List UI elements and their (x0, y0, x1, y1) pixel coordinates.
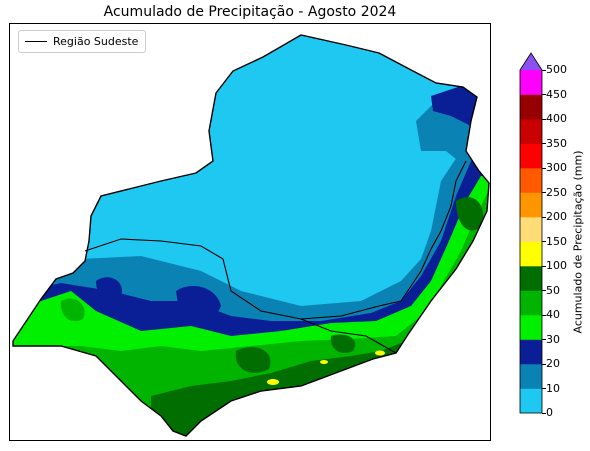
colorbar-tick-mark (542, 388, 546, 389)
colorbar-bin-0-10 (520, 388, 542, 414)
colorbar-tick-mark (542, 167, 546, 169)
spot-100-150mm-1 (267, 379, 279, 385)
colorbar-tick-mark (542, 265, 546, 267)
colorbar-bin-100-150 (520, 241, 542, 267)
colorbar-tick-mark (542, 216, 546, 218)
colorbar-bin-300-350 (520, 143, 542, 169)
colorbar-tick-label: 500 (546, 63, 567, 76)
colorbar-tick-label: 0 (546, 406, 553, 419)
colorbar-bin-350-400 (520, 119, 542, 144)
state-border-sp-mg (84, 238, 402, 320)
colorbar-tick-mark (542, 241, 546, 242)
blob-50-100mm-2 (235, 347, 271, 373)
colorbar (519, 52, 543, 414)
colorbar-tick-label: 400 (546, 112, 567, 125)
colorbar-bin-50-100 (520, 266, 542, 291)
blob-20-30mm-1 (176, 286, 221, 319)
colorbar-tick-mark (542, 143, 546, 144)
colorbar-tick-mark (542, 118, 546, 120)
colorbar-tick-label: 50 (546, 283, 560, 297)
colorbar-bin-250-300 (520, 168, 542, 193)
colorbar-bin-200-250 (520, 192, 542, 218)
colorbar-tick-label: 150 (546, 234, 567, 248)
colorbar-tick-mark (542, 290, 546, 291)
blob-50-100mm-1 (456, 197, 484, 231)
colorbar-tick-mark (542, 94, 546, 95)
blob-40-50mm-1 (60, 298, 85, 322)
colorbar-bin-30-40 (520, 315, 542, 340)
colorbar-extend-arrow (520, 53, 542, 70)
colorbar-tick-label: 250 (546, 185, 567, 199)
region-outline (12, 34, 490, 437)
colorbar-bin-40-50 (520, 290, 542, 316)
colorbar-tick-mark (542, 69, 546, 71)
colorbar-tick-mark (542, 412, 546, 414)
blob-50-100mm-3 (330, 334, 356, 354)
colorbar-bin-150-200 (520, 217, 542, 242)
colorbar-tick-mark (542, 363, 546, 365)
spot-100-150mm-2 (375, 350, 385, 356)
colorbar-tick-mark (542, 314, 546, 316)
legend-line-swatch (25, 41, 47, 42)
colorbar-bin-400-450 (520, 94, 542, 120)
map-legend: Região Sudeste (18, 30, 147, 53)
colorbar-tick-label: 200 (546, 210, 567, 223)
colorbar-bin-10-20 (520, 364, 542, 389)
colorbar-tick-label: 30 (546, 332, 560, 346)
map-frame: Região Sudeste (9, 23, 491, 441)
spot-100-150mm-3 (320, 360, 328, 364)
colorbar-tick-label: 350 (546, 136, 567, 150)
colorbar-tick-mark (542, 339, 546, 340)
colorbar-outline (519, 52, 543, 414)
blob-20-30mm-2 (96, 277, 122, 301)
precipitation-map (12, 34, 490, 437)
band-20-30mm-ne (431, 86, 481, 126)
colorbar-bin-20-30 (520, 339, 542, 365)
colorbar-bin-450-500 (520, 70, 542, 95)
chart-title: Acumulado de Precipitação - Agosto 2024 (103, 4, 397, 20)
colorbar-tick-label: 450 (546, 87, 567, 101)
colorbar-tick-label: 20 (546, 357, 560, 370)
colorbar-label: Acumulado de Precipitação (mm) (571, 150, 585, 334)
legend-label: Região Sudeste (53, 35, 139, 48)
colorbar-tick-mark (542, 192, 546, 193)
colorbar-tick-label: 100 (546, 259, 567, 272)
colorbar-tick-label: 300 (546, 161, 567, 174)
state-border-rj (300, 318, 397, 354)
colorbar-tick-label: 10 (546, 381, 560, 395)
colorbar-tick-label: 40 (546, 308, 560, 321)
state-border-mg-es (400, 160, 467, 302)
